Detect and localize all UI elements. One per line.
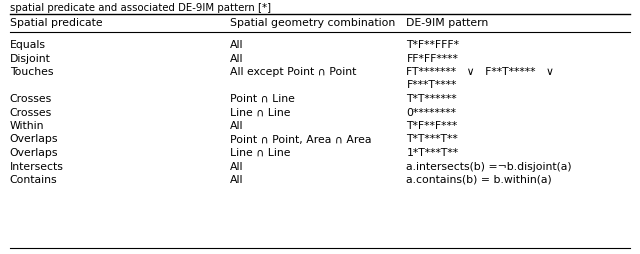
Text: Within: Within (10, 121, 44, 131)
Text: All: All (230, 121, 244, 131)
Text: All: All (230, 54, 244, 64)
Text: Line ∩ Line: Line ∩ Line (230, 148, 291, 158)
Text: DE-9IM pattern: DE-9IM pattern (406, 18, 489, 28)
Text: Overlaps: Overlaps (10, 135, 58, 145)
Text: T*F**F***: T*F**F*** (406, 121, 458, 131)
Text: a.intersects(b) =¬b.disjoint(a): a.intersects(b) =¬b.disjoint(a) (406, 162, 572, 171)
Text: All except Point ∩ Point: All except Point ∩ Point (230, 67, 356, 77)
Text: All: All (230, 40, 244, 50)
Text: Disjoint: Disjoint (10, 54, 51, 64)
Text: spatial predicate and associated DE-9IM pattern [*]: spatial predicate and associated DE-9IM … (10, 3, 271, 13)
Text: Touches: Touches (10, 67, 53, 77)
Text: Point ∩ Line: Point ∩ Line (230, 94, 295, 104)
Text: Point ∩ Point, Area ∩ Area: Point ∩ Point, Area ∩ Area (230, 135, 372, 145)
Text: Crosses: Crosses (10, 94, 52, 104)
Text: T*F**FFF*: T*F**FFF* (406, 40, 460, 50)
Text: a.contains(b) = b.within(a): a.contains(b) = b.within(a) (406, 175, 552, 185)
Text: Overlaps: Overlaps (10, 148, 58, 158)
Text: Intersects: Intersects (10, 162, 63, 171)
Text: Crosses: Crosses (10, 107, 52, 118)
Text: All: All (230, 162, 244, 171)
Text: Line ∩ Line: Line ∩ Line (230, 107, 291, 118)
Text: T*T***T**: T*T***T** (406, 135, 458, 145)
Text: All: All (230, 175, 244, 185)
Text: Equals: Equals (10, 40, 45, 50)
Text: F***T****: F***T**** (406, 81, 457, 90)
Text: T*T******: T*T****** (406, 94, 457, 104)
Text: 0********: 0******** (406, 107, 456, 118)
Text: Contains: Contains (10, 175, 57, 185)
Text: 1*T***T**: 1*T***T** (406, 148, 458, 158)
Text: FF*FF****: FF*FF**** (406, 54, 458, 64)
Text: Spatial predicate: Spatial predicate (10, 18, 102, 28)
Text: Spatial geometry combination: Spatial geometry combination (230, 18, 396, 28)
Text: FT*******   ∨   F**T*****   ∨: FT******* ∨ F**T***** ∨ (406, 67, 554, 77)
